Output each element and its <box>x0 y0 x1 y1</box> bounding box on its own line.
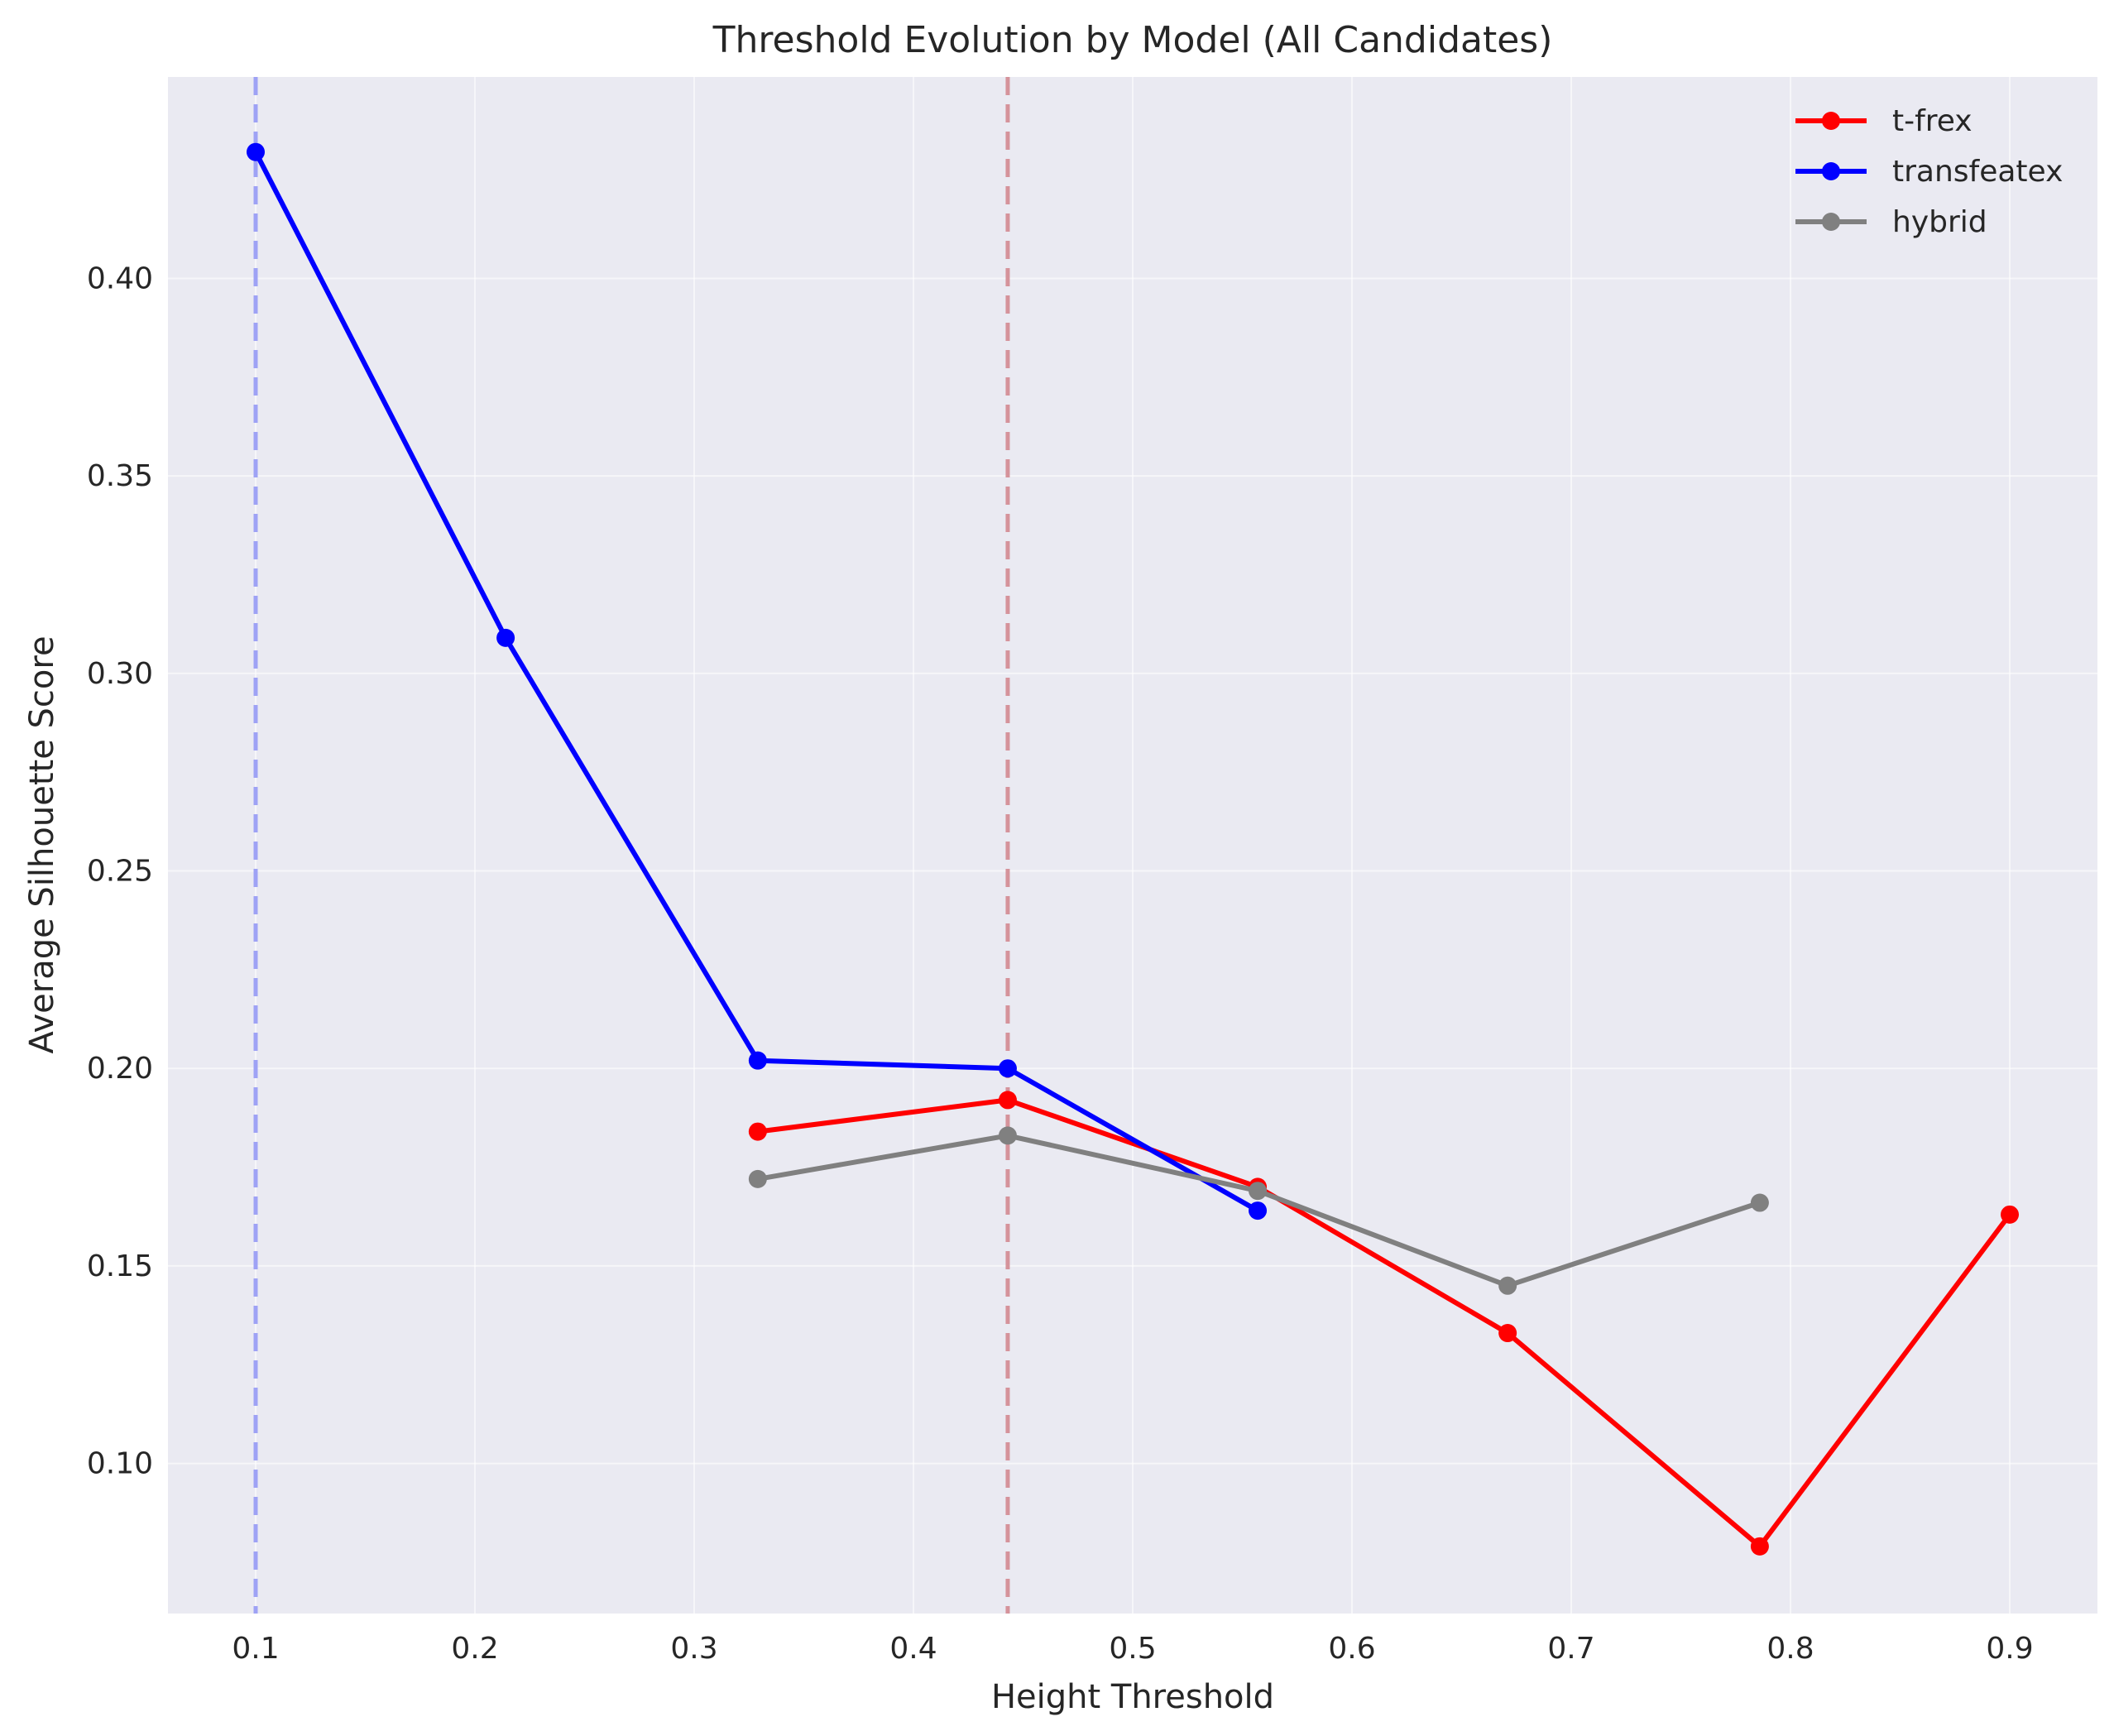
y-tick-label: 0.40 <box>87 261 153 295</box>
x-tick-label: 0.7 <box>1547 1632 1594 1666</box>
legend-item: t-frex <box>1795 104 1973 138</box>
data-point <box>998 1059 1017 1078</box>
series-line <box>757 1097 2012 1549</box>
data-point <box>998 1091 1017 1110</box>
data-point <box>2001 1205 2019 1224</box>
legend: t-frex transfeatex hybrid <box>1795 104 2063 239</box>
data-point <box>1249 1182 1268 1201</box>
data-point <box>1750 1537 1769 1556</box>
legend-marker <box>1822 213 1840 231</box>
x-tick-label: 0.4 <box>889 1632 937 1666</box>
data-point <box>998 1126 1017 1145</box>
x-axis-label: Height Threshold <box>991 1678 1274 1716</box>
y-tick-label: 0.30 <box>87 657 153 691</box>
reference-lines <box>253 77 1010 1614</box>
grid <box>168 77 2097 1614</box>
series-layer <box>247 142 2019 1556</box>
legend-item: transfeatex <box>1795 155 2063 189</box>
data-point <box>748 1051 767 1070</box>
x-tick-label: 0.5 <box>1109 1632 1156 1666</box>
x-tick-label: 0.9 <box>1986 1632 2033 1666</box>
series-transfeatex <box>247 142 1268 1220</box>
y-tick-label: 0.15 <box>87 1249 153 1283</box>
y-axis-label: Average Silhouette Score <box>23 635 61 1053</box>
data-point <box>1249 1201 1268 1220</box>
x-tick-label: 0.2 <box>451 1632 498 1666</box>
chart-title: Threshold Evolution by Model (All Candid… <box>712 19 1553 61</box>
x-tick-label: 0.3 <box>670 1632 717 1666</box>
data-point <box>1498 1276 1517 1295</box>
legend-item: hybrid <box>1795 205 1987 239</box>
y-tick-label: 0.10 <box>87 1447 153 1481</box>
series-hybrid <box>748 1126 1769 1295</box>
x-tick-label: 0.8 <box>1766 1632 1814 1666</box>
tick-labels: 0.1 0.2 0.3 0.4 0.5 0.6 0.7 0.8 0.9 0.10 0.15 0.20 0… <box>87 261 2034 1666</box>
y-tick-label: 0.25 <box>87 855 153 889</box>
data-point <box>748 1169 767 1188</box>
legend-label: t-frex <box>1892 104 1973 138</box>
data-point <box>496 628 515 647</box>
y-tick-label: 0.20 <box>87 1052 153 1086</box>
data-point <box>748 1122 767 1141</box>
legend-label: hybrid <box>1892 205 1987 239</box>
x-tick-label: 0.6 <box>1328 1632 1375 1666</box>
y-tick-label: 0.35 <box>87 459 153 493</box>
x-tick-label: 0.1 <box>232 1632 279 1666</box>
legend-label: transfeatex <box>1892 155 2063 189</box>
data-point <box>1750 1193 1769 1212</box>
data-point <box>247 142 265 161</box>
legend-marker <box>1822 162 1840 180</box>
data-point <box>1498 1324 1517 1343</box>
series-t-frex <box>748 1091 2019 1556</box>
legend-marker <box>1822 112 1840 130</box>
